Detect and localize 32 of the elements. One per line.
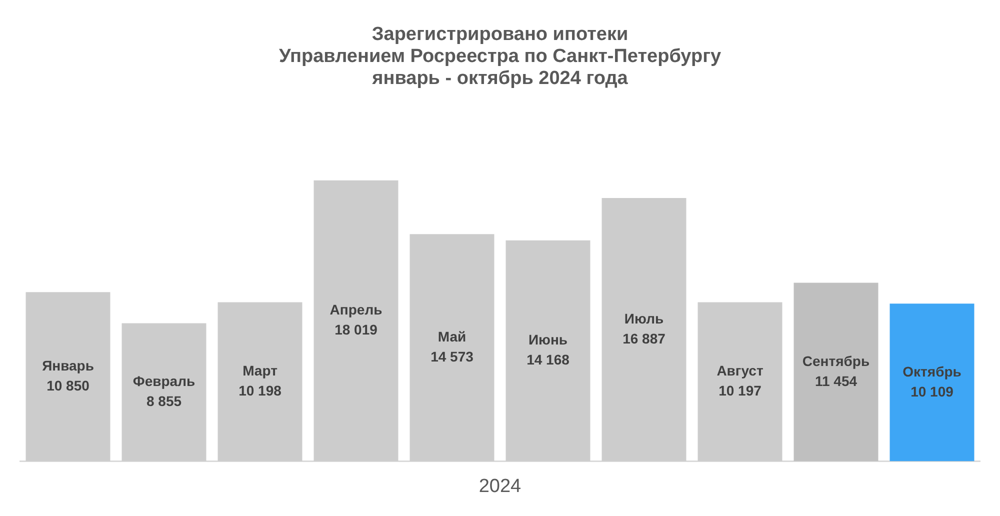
x-tick-label: Октябрь	[902, 363, 962, 380]
bar	[314, 180, 398, 462]
bar	[410, 234, 494, 462]
x-tick-label: Май	[438, 328, 466, 345]
data-label: 16 887	[622, 330, 666, 346]
bar	[506, 240, 590, 462]
bar	[698, 302, 782, 462]
bar	[890, 304, 974, 462]
data-label: 8 855	[146, 393, 182, 410]
x-tick-label: Февраль	[132, 373, 196, 390]
data-label: 10 850	[46, 378, 90, 394]
bar	[218, 302, 302, 462]
data-label: 10 198	[238, 382, 282, 399]
x-tick-label: Апрель	[330, 302, 383, 318]
data-label: 10 109	[910, 383, 954, 400]
x-tick-label: Сентябрь	[802, 352, 870, 369]
x-tick-label: Июнь	[528, 332, 568, 348]
x-tick-label: Март	[242, 362, 278, 379]
chart-title: Зарегистрировано ипотеки Управлением Росреестра по Санкт-Петербургу январь - октябрь 2024 года	[278, 24, 722, 89]
data-label: 10 197	[718, 382, 762, 399]
x-axis-title: 2024	[478, 476, 522, 497]
data-label: 18 019	[334, 322, 378, 338]
x-tick-label: Январь	[42, 358, 94, 374]
data-label: 14 168	[526, 352, 570, 368]
bar	[602, 198, 686, 462]
data-label: 11 454	[814, 372, 858, 389]
bar	[794, 282, 878, 462]
bar	[122, 323, 206, 462]
data-label: 14 573	[430, 348, 474, 365]
x-tick-label: Июль	[624, 310, 664, 326]
bar	[26, 292, 110, 462]
x-tick-label: Август	[716, 362, 764, 379]
